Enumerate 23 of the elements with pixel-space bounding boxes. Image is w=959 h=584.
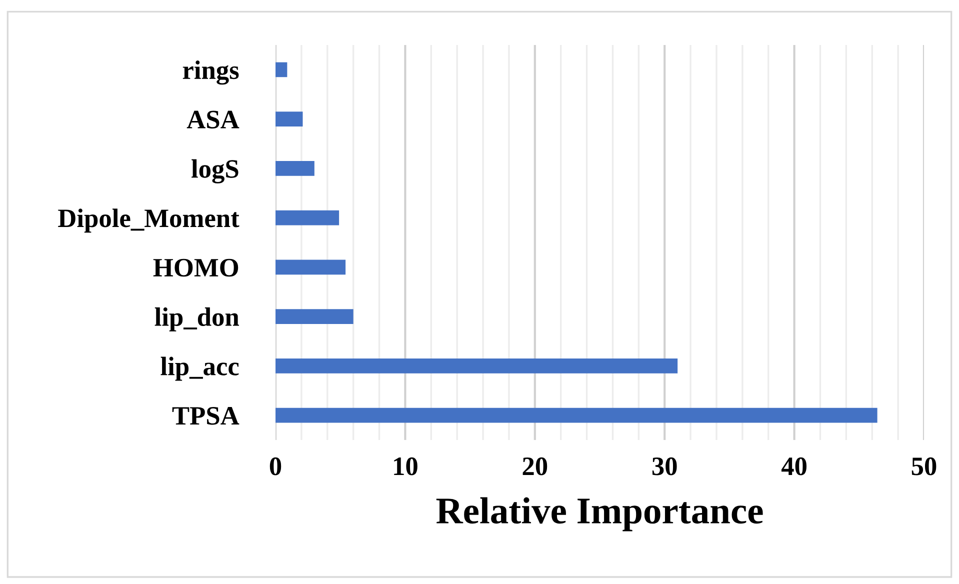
y-tick-label: HOMO [153,258,238,277]
bar [276,210,340,226]
bar [276,260,346,275]
bar [276,408,878,423]
x-tick-label: 30 [652,457,677,476]
bar [276,161,314,176]
y-tick-label: logS [192,159,238,184]
y-tick-label: rings [182,60,239,85]
bar [276,112,303,126]
x-tick-label: 20 [522,457,548,476]
y-tick-label: lip_don [154,307,239,332]
x-tick-label: 40 [781,457,806,476]
x-tick-label: 10 [394,457,418,476]
bar [276,309,354,324]
x-tick-label: 50 [912,457,936,476]
y-tick-label: TPSA [172,406,240,425]
x-axis-title: Relative Importance [436,497,763,532]
y-tick-label: lip_acc [160,356,239,381]
y-tick-label: Dipole_Moment [58,208,240,233]
y-tick-label: ASA [186,110,240,128]
x-tick-label: 0 [270,457,282,476]
bar [276,62,288,78]
bar [276,358,678,374]
